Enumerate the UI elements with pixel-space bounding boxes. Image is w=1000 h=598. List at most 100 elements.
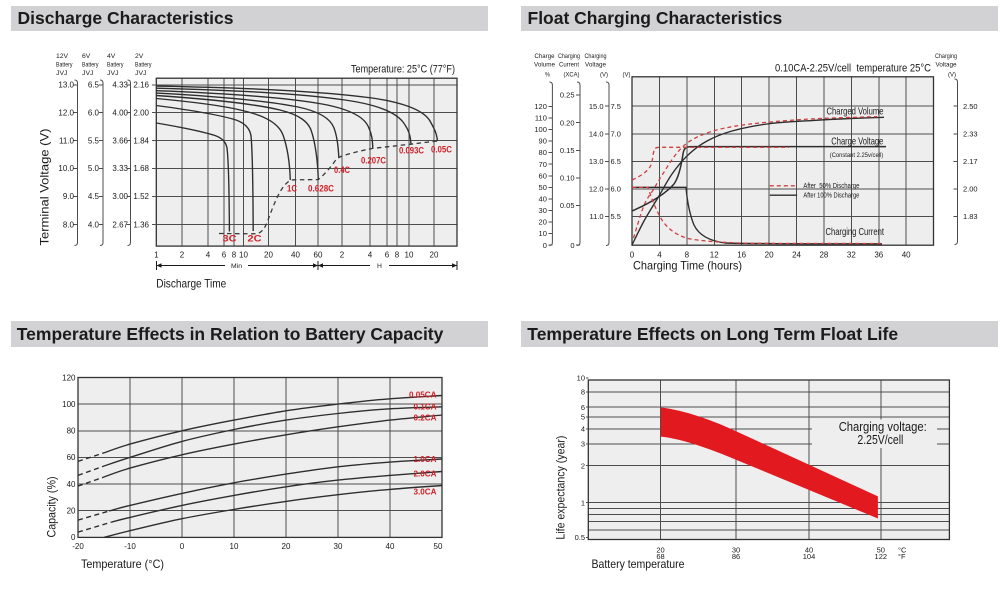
svg-text:2V: 2V xyxy=(135,53,144,60)
svg-text:60: 60 xyxy=(539,171,547,180)
svg-text:86: 86 xyxy=(732,552,740,561)
svg-text:H: H xyxy=(377,263,382,270)
svg-text:Charge: Charge xyxy=(535,53,555,60)
svg-text:1.83: 1.83 xyxy=(963,212,978,221)
svg-text:0.15: 0.15 xyxy=(560,146,575,155)
svg-text:40: 40 xyxy=(67,480,76,489)
svg-text:30: 30 xyxy=(732,546,740,555)
svg-text:Voltage: Voltage xyxy=(936,62,957,69)
svg-text:2.16: 2.16 xyxy=(133,81,149,90)
svg-text:40: 40 xyxy=(386,542,395,551)
svg-text:20: 20 xyxy=(656,546,664,555)
svg-text:8: 8 xyxy=(395,251,400,260)
svg-text:11.0: 11.0 xyxy=(589,212,603,221)
svg-text:0.05C: 0.05C xyxy=(431,145,452,156)
svg-text:28: 28 xyxy=(819,251,828,260)
svg-text:-10: -10 xyxy=(124,542,136,551)
svg-text:50: 50 xyxy=(539,183,547,192)
svg-text:6.0: 6.0 xyxy=(611,185,621,194)
svg-text:11.0: 11.0 xyxy=(59,136,75,145)
svg-text:6V: 6V xyxy=(82,53,91,60)
svg-text:3.0CA: 3.0CA xyxy=(414,487,437,497)
svg-text:Temperature (°C): Temperature (°C) xyxy=(81,557,164,571)
svg-text:4.0: 4.0 xyxy=(88,220,100,229)
svg-text:3.00: 3.00 xyxy=(112,192,128,201)
svg-text:20: 20 xyxy=(539,218,547,227)
svg-text:°F: °F xyxy=(898,552,906,561)
svg-text:4: 4 xyxy=(206,251,211,260)
svg-text:2.0CA: 2.0CA xyxy=(414,469,437,479)
svg-text:20: 20 xyxy=(430,251,439,260)
svg-text:0: 0 xyxy=(630,251,635,260)
svg-text:JVJ: JVJ xyxy=(56,70,68,77)
svg-text:(Constant 2.25v/cell): (Constant 2.25v/cell) xyxy=(830,152,884,159)
svg-text:20: 20 xyxy=(282,542,291,551)
svg-text:100: 100 xyxy=(534,125,547,134)
svg-text:Battery: Battery xyxy=(107,62,124,69)
svg-text:10: 10 xyxy=(239,251,248,260)
svg-text:Volume: Volume xyxy=(534,62,555,69)
svg-text:1: 1 xyxy=(581,498,585,507)
svg-text:1.52: 1.52 xyxy=(133,192,149,201)
svg-text:Charging voltage:: Charging voltage: xyxy=(839,420,927,434)
svg-text:20: 20 xyxy=(264,251,273,260)
svg-text:Charging Current: Charging Current xyxy=(825,226,884,238)
svg-text:60: 60 xyxy=(314,251,323,260)
svg-text:80: 80 xyxy=(539,148,547,157)
svg-text:Discharge Time: Discharge Time xyxy=(156,277,226,291)
svg-text:Temperature: 25°C (77°F): Temperature: 25°C (77°F) xyxy=(351,64,455,76)
svg-text:120: 120 xyxy=(534,102,547,111)
svg-text:70: 70 xyxy=(539,160,547,169)
svg-text:40: 40 xyxy=(805,546,813,555)
svg-text:0.2CA: 0.2CA xyxy=(414,413,437,423)
svg-text:100: 100 xyxy=(62,400,76,409)
svg-text:10: 10 xyxy=(230,542,239,551)
svg-text:Charging: Charging xyxy=(935,53,957,60)
svg-text:6: 6 xyxy=(581,403,585,412)
svg-text:1.0CA: 1.0CA xyxy=(414,454,437,464)
svg-text:6.5: 6.5 xyxy=(88,81,100,90)
svg-text:12: 12 xyxy=(710,251,719,260)
svg-text:Charging Time (hours): Charging Time (hours) xyxy=(633,259,742,273)
svg-text:9.0: 9.0 xyxy=(63,192,75,201)
svg-text:0.093C: 0.093C xyxy=(399,146,424,157)
svg-text:14.0: 14.0 xyxy=(589,129,604,138)
svg-text:Voltage: Voltage xyxy=(585,62,606,69)
svg-text:(V): (V) xyxy=(948,72,956,79)
svg-text:(V): (V) xyxy=(623,72,631,79)
svg-text:20: 20 xyxy=(67,507,76,516)
svg-text:15.0: 15.0 xyxy=(589,102,604,111)
svg-text:0.20: 0.20 xyxy=(560,118,575,127)
svg-text:30: 30 xyxy=(334,542,343,551)
svg-text:12.0: 12.0 xyxy=(589,185,604,194)
svg-text:0.207C: 0.207C xyxy=(361,155,386,166)
svg-text:0: 0 xyxy=(180,542,185,551)
svg-text:0.05: 0.05 xyxy=(560,201,575,210)
svg-text:4: 4 xyxy=(581,424,585,433)
svg-text:2C: 2C xyxy=(248,233,262,244)
svg-text:12V: 12V xyxy=(56,53,69,60)
svg-text:10: 10 xyxy=(577,373,585,382)
svg-text:3.33: 3.33 xyxy=(112,164,128,173)
svg-text:5.5: 5.5 xyxy=(88,136,100,145)
svg-text:3.66: 3.66 xyxy=(112,136,128,145)
svg-text:2.00: 2.00 xyxy=(133,109,149,118)
svg-text:After 50% Discharge: After 50% Discharge xyxy=(803,183,859,190)
svg-text:Current: Current xyxy=(559,62,579,69)
svg-text:Life expectancy (year): Life expectancy (year) xyxy=(554,436,568,540)
svg-text:-20: -20 xyxy=(72,542,84,551)
svg-text:110: 110 xyxy=(535,113,547,122)
svg-text:80: 80 xyxy=(67,427,76,436)
svg-text:7.0: 7.0 xyxy=(611,129,621,138)
svg-text:2.00: 2.00 xyxy=(963,185,978,194)
svg-text:0.05CA: 0.05CA xyxy=(409,390,437,400)
svg-text:8: 8 xyxy=(685,251,690,260)
svg-text:Battery temperature: Battery temperature xyxy=(592,557,685,571)
svg-text:0.10: 0.10 xyxy=(560,174,575,183)
svg-text:Capacity (%): Capacity (%) xyxy=(45,477,59,538)
svg-text:2: 2 xyxy=(180,251,185,260)
svg-text:Terminal Voltage (V): Terminal Voltage (V) xyxy=(39,128,52,245)
svg-text:90: 90 xyxy=(539,137,547,146)
svg-text:3C: 3C xyxy=(223,233,237,244)
svg-text:1: 1 xyxy=(154,251,159,260)
